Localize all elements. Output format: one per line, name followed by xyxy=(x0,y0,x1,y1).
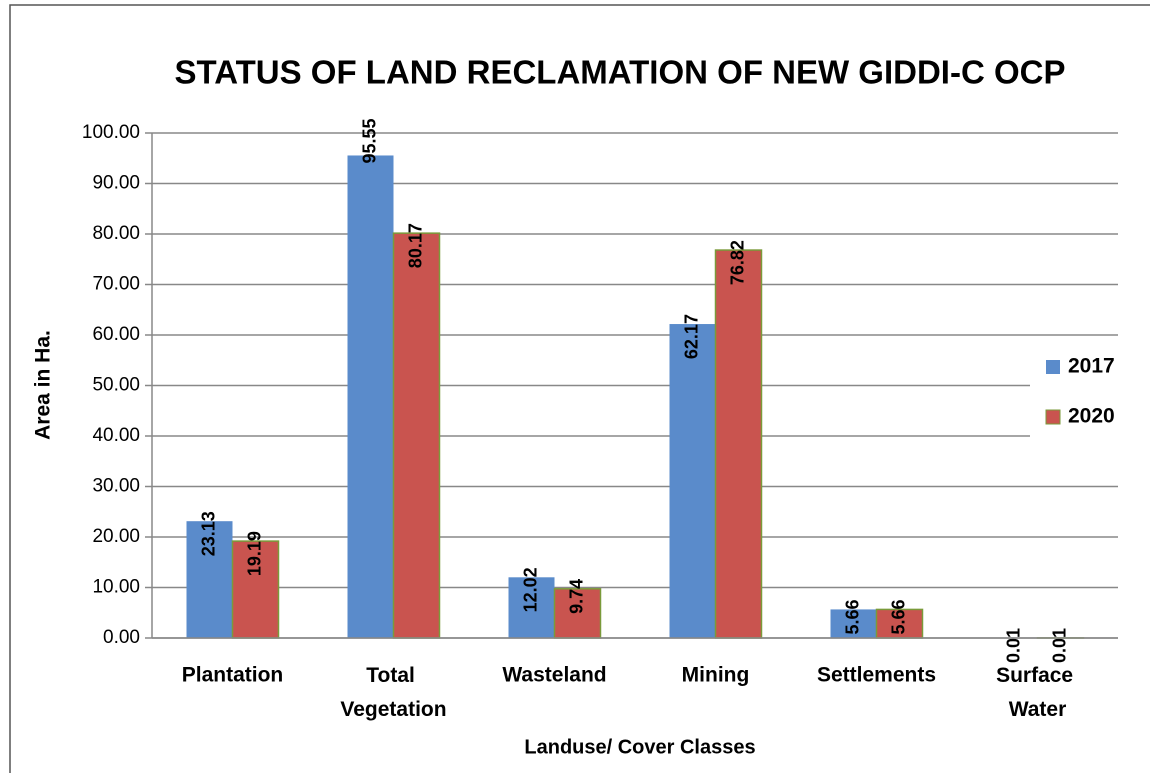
x-tick-label: Mining xyxy=(682,664,750,687)
value-label: 19.19 xyxy=(244,531,264,576)
y-tick-label: 0.00 xyxy=(103,627,140,648)
x-tick-label: Surface Water xyxy=(996,664,1079,721)
x-tick-label: Wasteland xyxy=(502,664,606,687)
value-label: 12.02 xyxy=(520,567,540,612)
x-axis-title: Landuse/ Cover Classes xyxy=(524,736,755,758)
legend-label: 2020 xyxy=(1068,405,1115,428)
bar xyxy=(669,324,716,638)
y-tick-label: 40.00 xyxy=(92,425,140,446)
y-tick-label: 70.00 xyxy=(92,274,140,295)
bar xyxy=(186,521,233,638)
bar xyxy=(875,608,924,639)
x-tick-label: Settlements xyxy=(817,664,936,687)
legend-swatch xyxy=(1045,409,1061,425)
bar xyxy=(553,588,602,639)
value-label: 76.82 xyxy=(727,240,747,285)
bar xyxy=(830,609,877,638)
value-label: 80.17 xyxy=(405,223,425,268)
y-tick-label: 10.00 xyxy=(92,577,140,598)
y-tick-label: 80.00 xyxy=(92,223,140,244)
bar xyxy=(347,155,394,638)
legend-swatch xyxy=(1046,360,1060,374)
value-label: 23.13 xyxy=(198,511,218,556)
bar xyxy=(231,540,280,639)
y-tick-label: 20.00 xyxy=(92,526,140,547)
legend-label: 2017 xyxy=(1068,355,1115,378)
bar xyxy=(392,232,441,639)
value-label: 0.01 xyxy=(1049,628,1069,663)
y-tick-label: 100.00 xyxy=(82,122,140,143)
bar xyxy=(714,249,763,639)
y-tick-label: 90.00 xyxy=(92,173,140,194)
value-label: 0.01 xyxy=(1003,628,1023,663)
bar xyxy=(508,577,555,638)
frame xyxy=(9,4,1150,773)
value-label: 5.66 xyxy=(842,599,862,634)
chart-title: STATUS OF LAND RECLAMATION OF NEW GIDDI-… xyxy=(175,54,1066,91)
x-tick-label: Total Vegetation xyxy=(340,664,446,721)
y-tick-label: 60.00 xyxy=(92,324,140,345)
y-tick-label: 50.00 xyxy=(92,375,140,396)
y-axis-title: Area in Ha. xyxy=(32,330,55,440)
y-tick-label: 30.00 xyxy=(92,476,140,497)
x-tick-label: Plantation xyxy=(182,664,284,687)
value-label: 95.55 xyxy=(359,118,379,163)
value-label: 62.17 xyxy=(681,314,701,359)
value-label: 5.66 xyxy=(888,599,908,634)
value-label: 9.74 xyxy=(566,579,586,614)
